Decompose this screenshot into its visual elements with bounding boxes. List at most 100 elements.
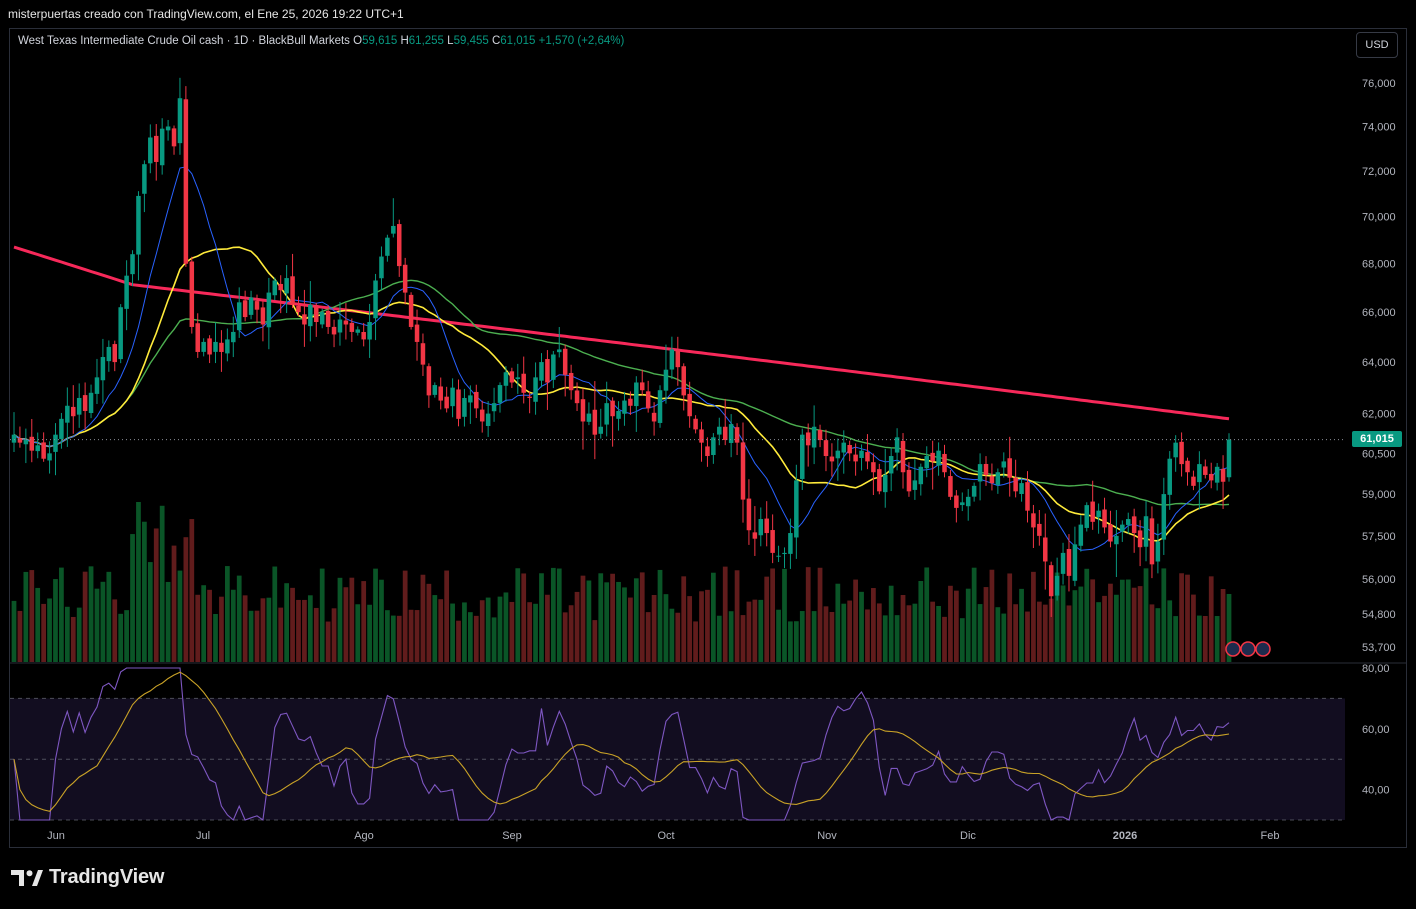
- candle: [1031, 504, 1036, 549]
- volume-bar: [580, 575, 586, 662]
- candle-body: [225, 339, 230, 354]
- volume-bar: [953, 590, 959, 662]
- volume-bar: [124, 610, 129, 662]
- candle: [894, 428, 900, 471]
- volume-bar: [995, 607, 1001, 662]
- volume-bar: [485, 597, 491, 662]
- close-value: 61,015: [500, 35, 536, 47]
- candle-body: [236, 302, 242, 331]
- candle: [17, 426, 23, 448]
- candle: [290, 253, 295, 309]
- symbol-title[interactable]: West Texas Intermediate Crude Oil cash ·…: [18, 35, 350, 47]
- volume-bar: [35, 587, 41, 662]
- symbol-legend[interactable]: West Texas Intermediate Crude Oil cash ·…: [18, 35, 624, 47]
- candle: [900, 433, 906, 489]
- volume-bar: [47, 598, 52, 662]
- candle: [965, 489, 971, 521]
- candle-body: [319, 312, 325, 325]
- tradingview-logo[interactable]: TradingView: [11, 866, 164, 889]
- volume-bar: [402, 570, 408, 662]
- volume-bar: [438, 599, 444, 662]
- candle: [402, 257, 408, 305]
- volume-bar: [136, 502, 141, 662]
- volume-bar: [302, 599, 307, 662]
- candle-body: [882, 474, 888, 493]
- volume-bar: [876, 603, 882, 662]
- candle: [1007, 436, 1012, 497]
- candle: [657, 385, 663, 428]
- candle-body: [574, 390, 580, 404]
- volume-bar: [1173, 616, 1179, 662]
- volume-bar: [1114, 594, 1119, 662]
- volume-bar: [1001, 613, 1007, 662]
- volume-bar: [1048, 598, 1054, 662]
- volume-bar: [1084, 568, 1090, 662]
- candle: [367, 303, 372, 358]
- candle: [1090, 480, 1095, 530]
- volume-bar: [183, 537, 189, 662]
- candle-body: [989, 476, 995, 484]
- candle: [699, 421, 704, 462]
- x-tick-label: 2026: [1113, 830, 1137, 842]
- volume-bar: [1096, 602, 1101, 662]
- candle: [272, 277, 278, 301]
- volume-bar: [663, 594, 669, 662]
- y-tick-label: 59,000: [1362, 489, 1396, 501]
- candle-body: [183, 99, 189, 264]
- candle: [776, 545, 781, 563]
- volume-bar: [823, 606, 829, 662]
- volume-bar: [106, 571, 112, 662]
- rsi-tick-label: 40,00: [1362, 785, 1390, 797]
- candle: [598, 408, 604, 439]
- candle-body: [533, 377, 538, 402]
- volume-bar: [811, 611, 817, 662]
- candle: [711, 433, 716, 464]
- candle-body: [47, 453, 52, 461]
- volume-bar: [325, 621, 331, 662]
- volume-bar: [331, 608, 337, 662]
- candle: [841, 430, 847, 474]
- candle: [675, 336, 681, 386]
- currency-button[interactable]: USD: [1356, 32, 1398, 58]
- x-tick-label: Sep: [502, 830, 522, 842]
- candle: [420, 333, 426, 376]
- volume-bar: [266, 597, 272, 662]
- candle-body: [337, 319, 343, 333]
- candle: [592, 381, 598, 460]
- volume-bar: [681, 576, 687, 662]
- volume-bar: [159, 505, 165, 662]
- volume-bar: [147, 562, 153, 662]
- candle-body: [118, 307, 123, 360]
- volume-bar: [456, 620, 461, 662]
- candle: [705, 437, 710, 467]
- volume-bar: [799, 611, 805, 662]
- y-tick-label: 57,500: [1362, 531, 1396, 543]
- volume-bar: [545, 594, 550, 662]
- volume-bar: [189, 519, 195, 662]
- close-label: C: [491, 35, 501, 47]
- open-value: 59,615: [362, 35, 398, 47]
- candle: [586, 402, 592, 426]
- volume-bar: [835, 583, 841, 662]
- candle-body: [414, 324, 420, 342]
- candle: [278, 275, 283, 314]
- candle: [995, 468, 1001, 494]
- candle: [877, 463, 882, 495]
- volume-bar: [859, 591, 864, 662]
- candle: [788, 518, 793, 569]
- candle: [977, 453, 983, 501]
- volume-bar: [284, 583, 290, 662]
- volume-bar: [361, 581, 367, 662]
- candle-body: [1114, 535, 1119, 545]
- volume-bar: [1143, 568, 1149, 662]
- volume-bar: [177, 570, 183, 662]
- candle: [1149, 506, 1155, 579]
- volume-bar: [793, 621, 799, 662]
- candle-body: [1054, 575, 1060, 596]
- candle-body: [1084, 505, 1090, 528]
- candle: [432, 382, 438, 398]
- candle: [1226, 433, 1232, 482]
- candle-body: [1149, 518, 1155, 565]
- candle-body: [800, 434, 805, 479]
